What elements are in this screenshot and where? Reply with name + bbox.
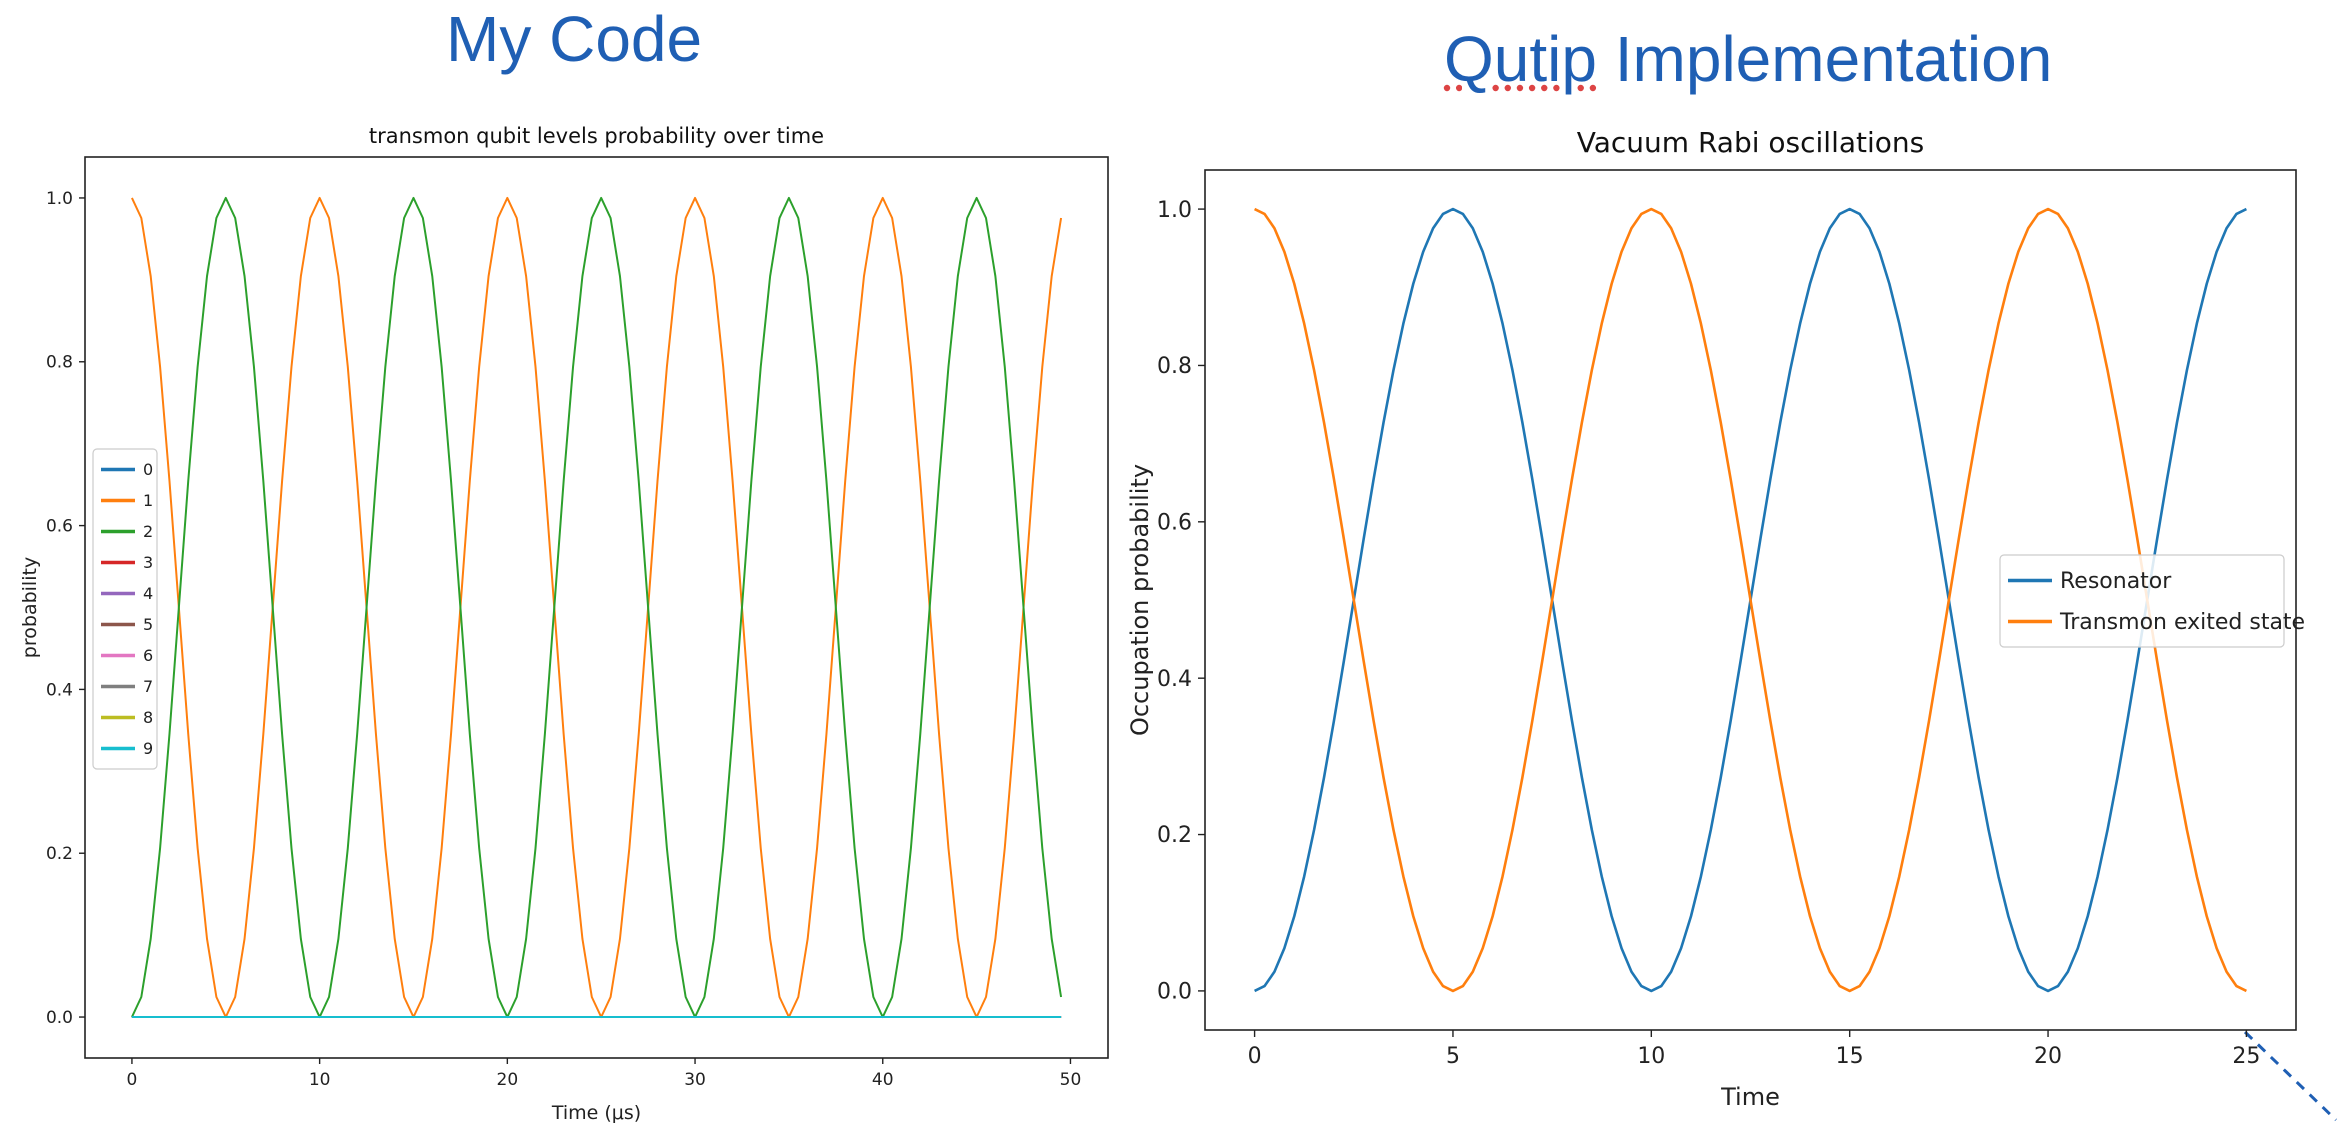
chart-right-legend-label-0: Resonator	[2060, 569, 2172, 594]
chart-right-series-line-transmon-exited-state	[1254, 207, 2247, 993]
chart-left-legend-label-8: 8	[143, 708, 153, 727]
chart-left-ytick-label-0: 0.0	[46, 1008, 73, 1028]
chart-left-legend-box	[92, 448, 158, 770]
chart-right-xtick-label-0: 0	[1248, 1044, 1262, 1069]
chart-left-xtick-label-1: 10	[309, 1070, 331, 1090]
chart-left-ytick-label-2: 0.4	[46, 680, 73, 700]
chart-left-xtick-label-5: 50	[1060, 1070, 1082, 1090]
chart-left-ytick-label-3: 0.6	[46, 517, 73, 537]
chart-right-ylabel: Occupation probability	[1126, 464, 1154, 736]
chart-left-series-line-1	[131, 196, 1063, 1019]
slide-heading-right: Qutip Implementation	[1444, 22, 2052, 96]
chart-left-xtick-label-2: 20	[497, 1070, 519, 1090]
chart-left-xtick-label-0: 0	[127, 1070, 138, 1090]
chart-left-legend-label-2: 2	[143, 522, 153, 541]
chart-right-legend-label-1: Transmon exited state	[2059, 610, 2305, 635]
chart-left-title: transmon qubit levels probability over t…	[369, 124, 824, 148]
chart-right-ytick-label-3: 0.6	[1157, 511, 1192, 536]
chart-right-xtick-label-2: 10	[1637, 1044, 1665, 1069]
chart-right-legend-box	[1999, 554, 2285, 648]
slide-heading-left: My Code	[446, 3, 703, 75]
chart-left-ytick-label-4: 0.8	[46, 353, 73, 373]
chart-left-legend-label-0: 0	[143, 460, 153, 479]
chart-left-legend-label-3: 3	[143, 553, 153, 572]
chart-left-legend-label-9: 9	[143, 739, 153, 758]
chart-right-xtick-label-5: 25	[2232, 1044, 2260, 1069]
chart-right-xlabel: Time	[1720, 1083, 1780, 1111]
chart-left-frame	[84, 156, 1109, 1059]
chart-right-ytick-label-0: 0.0	[1157, 980, 1192, 1005]
chart-left-legend-label-4: 4	[143, 584, 153, 603]
chart-left-series-line-2	[131, 196, 1063, 1019]
chart-right-ytick-label-1: 0.2	[1157, 823, 1192, 848]
chart-left-xtick-label-3: 30	[684, 1070, 706, 1090]
slide-heading-implementation-word: Implementation	[1596, 23, 2053, 95]
chart-left-legend-label-6: 6	[143, 646, 153, 665]
chart-left-legend-label-5: 5	[143, 615, 153, 634]
chart-left-legend-label-7: 7	[143, 677, 153, 696]
chart-right-ytick-label-4: 0.8	[1157, 354, 1192, 379]
dashed-connector-line	[2243, 1030, 2338, 1122]
chart-right-frame	[1204, 169, 2297, 1031]
chart-left-legend-label-1: 1	[143, 491, 153, 510]
chart-left-ytick-label-1: 0.2	[46, 844, 73, 864]
chart-right-xtick-label-1: 5	[1446, 1044, 1460, 1069]
chart-left-ylabel: probability	[19, 557, 41, 658]
chart-left-ytick-label-5: 1.0	[46, 189, 73, 209]
chart-left-xtick-label-4: 40	[872, 1070, 894, 1090]
chart-right-xtick-label-4: 20	[2034, 1044, 2062, 1069]
slide-heading-qutip-word: Qutip	[1444, 23, 1597, 95]
chart-left-xlabel: Time (μs)	[551, 1102, 641, 1124]
chart-right-ytick-label-2: 0.4	[1157, 667, 1192, 692]
chart-right-ytick-label-5: 1.0	[1157, 198, 1192, 223]
chart-right-title: Vacuum Rabi oscillations	[1577, 126, 1924, 159]
chart-right-xtick-label-3: 15	[1836, 1044, 1864, 1069]
